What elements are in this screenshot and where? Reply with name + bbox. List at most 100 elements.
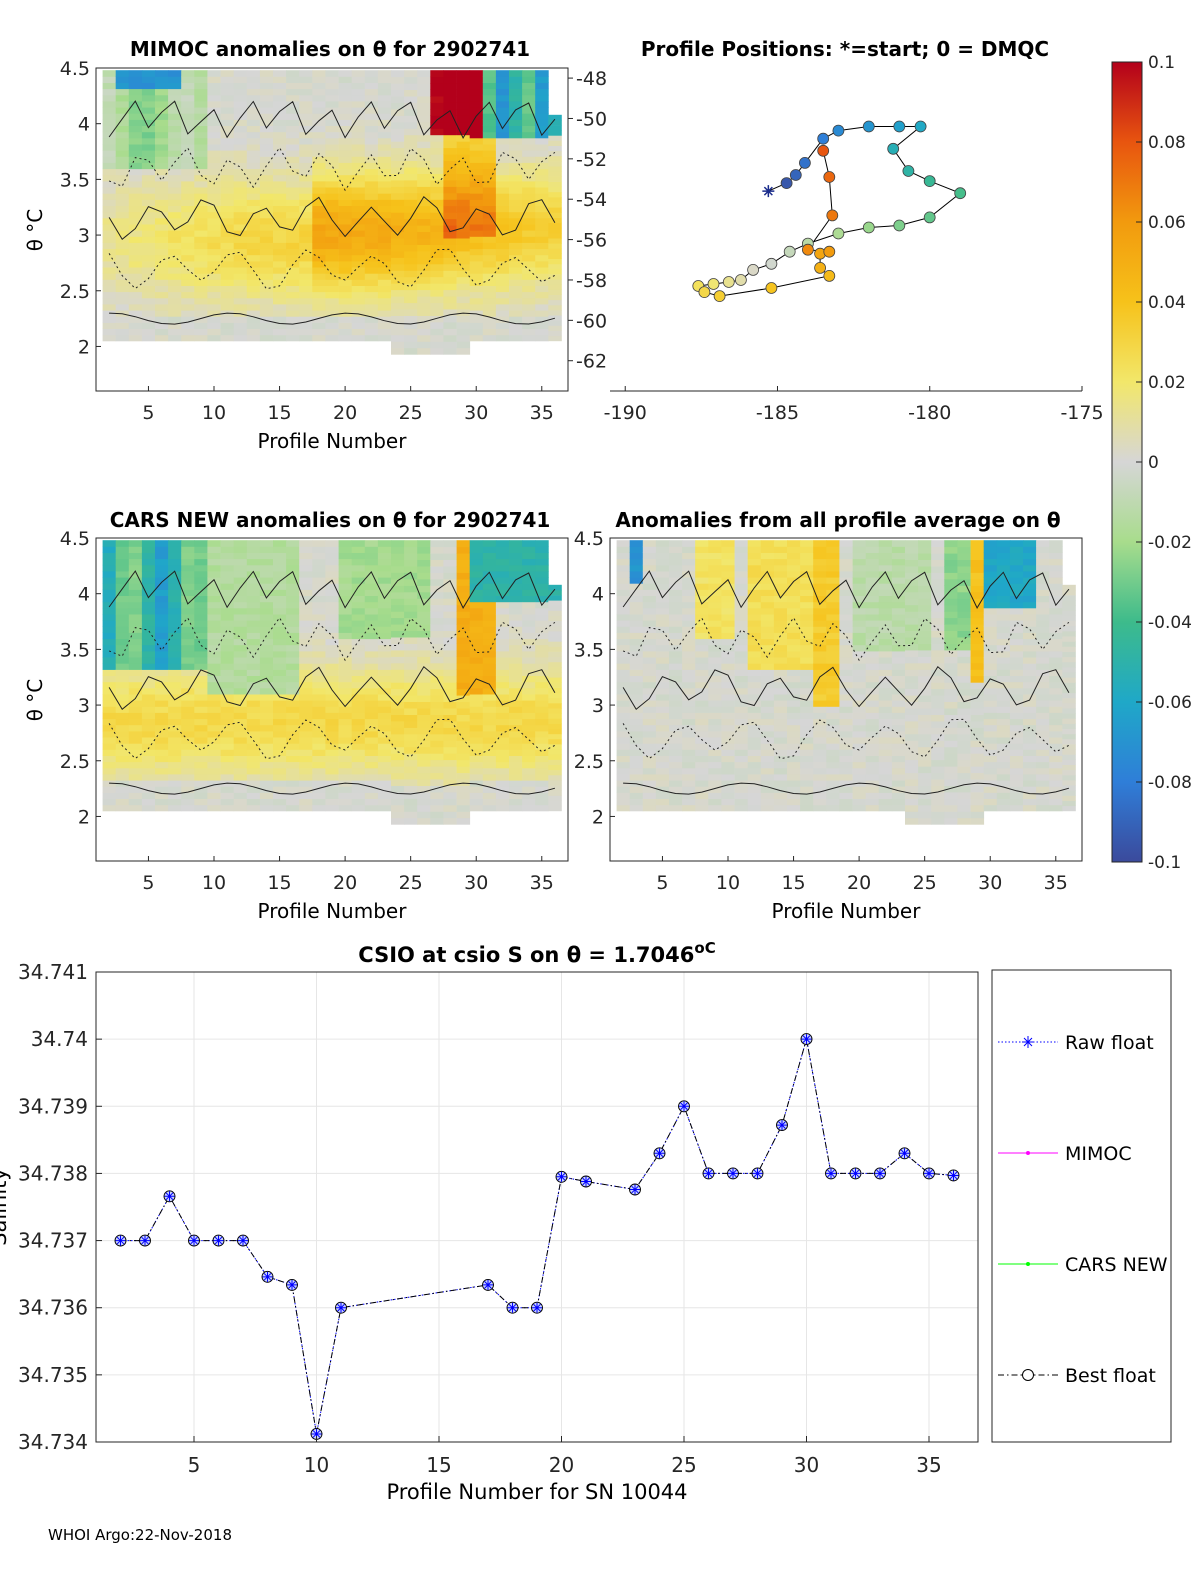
heatmap-cell <box>456 785 471 793</box>
heatmap-cell <box>931 591 945 599</box>
heatmap-cell <box>905 753 919 761</box>
heatmap-cell <box>351 546 366 553</box>
heatmap-cell <box>773 650 788 658</box>
heatmap-cell <box>891 589 906 596</box>
heatmap-cell <box>181 681 195 689</box>
y-tick-label: 34.735 <box>18 1363 88 1387</box>
heatmap-cell <box>338 540 353 547</box>
heatmap-cell <box>220 180 235 188</box>
heatmap-cell <box>852 737 867 744</box>
heatmap-cell <box>141 156 156 163</box>
heatmap-cell <box>482 310 497 317</box>
heatmap-cell <box>377 70 392 77</box>
heatmap-cell <box>102 730 117 738</box>
heatmap-cell <box>430 141 444 149</box>
heatmap-cell <box>996 650 1011 658</box>
heatmap-cell <box>220 774 235 781</box>
heatmap-cell <box>338 718 353 726</box>
heatmap-cell <box>1049 780 1063 787</box>
contour-line <box>622 666 1070 711</box>
heatmap-cell <box>233 798 248 806</box>
heatmap-cell <box>1049 681 1063 689</box>
heatmap-cell <box>220 589 235 596</box>
heatmap-cell <box>1009 786 1024 793</box>
heatmap-cell <box>391 212 405 220</box>
heatmap-cell <box>168 595 182 603</box>
heatmap-cell <box>246 663 261 670</box>
heatmap-cell <box>286 187 300 194</box>
heatmap-cell <box>338 174 353 182</box>
heatmap-cell <box>377 322 392 329</box>
heatmap-cell <box>155 224 169 231</box>
heatmap-cell <box>115 786 130 793</box>
heatmap-cell <box>469 168 484 176</box>
heatmap-cell <box>194 254 208 262</box>
heatmap-cell <box>417 334 431 342</box>
heatmap-cell <box>286 254 300 262</box>
heatmap-cell <box>839 681 853 689</box>
heatmap-cell <box>273 626 287 633</box>
heatmap-cell <box>417 798 431 806</box>
heatmap-cell <box>155 187 169 194</box>
heatmap-cell <box>155 205 169 213</box>
heatmap-cell <box>325 230 339 237</box>
heatmap-cell <box>443 251 457 258</box>
heatmap-cell <box>115 694 130 701</box>
heatmap-cell <box>616 798 631 806</box>
heatmap-cell <box>364 193 379 200</box>
heatmap-cell <box>760 589 775 596</box>
heatmap-cell <box>708 571 722 578</box>
contour-line <box>108 196 556 241</box>
heatmap-cell <box>1023 558 1037 566</box>
heatmap-cell <box>115 577 130 584</box>
heatmap-cell <box>469 700 484 707</box>
heatmap-cell <box>522 334 536 342</box>
heatmap-cell <box>482 737 497 744</box>
heatmap-cell <box>351 663 366 670</box>
heatmap-cell <box>391 585 405 593</box>
heatmap-cell <box>299 230 313 237</box>
heatmap-cell <box>669 657 683 664</box>
heatmap-cell <box>430 792 444 799</box>
heatmap-cell <box>957 817 971 825</box>
heatmap-cell <box>233 150 248 157</box>
heatmap-cell <box>787 749 801 756</box>
heatmap-cell <box>207 150 221 157</box>
heatmap-cell <box>181 577 195 584</box>
heatmap-cell <box>141 626 156 633</box>
heatmap-cell <box>299 774 313 781</box>
right-tick-label: -52 <box>576 149 607 171</box>
heatmap-cell <box>338 101 353 108</box>
heatmap-cell <box>839 780 853 787</box>
heatmap-cell <box>839 730 853 738</box>
heatmap-cell <box>364 663 379 670</box>
heatmap-cell <box>168 193 182 200</box>
heatmap-cell <box>220 675 235 683</box>
heatmap-cell <box>115 187 130 194</box>
heatmap-cell <box>983 546 998 553</box>
heatmap-cell <box>548 212 562 218</box>
heatmap-cell <box>629 657 644 664</box>
heatmap-cell <box>115 101 130 108</box>
heatmap-cell <box>495 144 510 151</box>
heatmap-cell <box>482 804 497 812</box>
heatmap-cell <box>905 733 919 741</box>
heatmap-cell <box>259 113 274 120</box>
heatmap-cell <box>495 82 510 90</box>
heatmap-cell <box>286 94 300 102</box>
heatmap-cell <box>417 630 431 638</box>
heatmap-cell <box>747 607 762 615</box>
heatmap-cell <box>128 743 143 750</box>
heatmap-cell <box>351 334 366 342</box>
heatmap-cell <box>364 205 379 213</box>
heatmap-cell <box>509 174 523 182</box>
heatmap-cell <box>1036 638 1050 646</box>
heatmap-cell <box>351 761 366 769</box>
heatmap-cell <box>721 540 735 547</box>
heatmap-cell <box>259 125 274 133</box>
heatmap-cell <box>246 254 261 262</box>
heatmap-cell <box>629 767 644 775</box>
heatmap-cell <box>482 546 497 553</box>
heatmap-cell <box>102 199 117 206</box>
heatmap-cell <box>456 772 471 780</box>
